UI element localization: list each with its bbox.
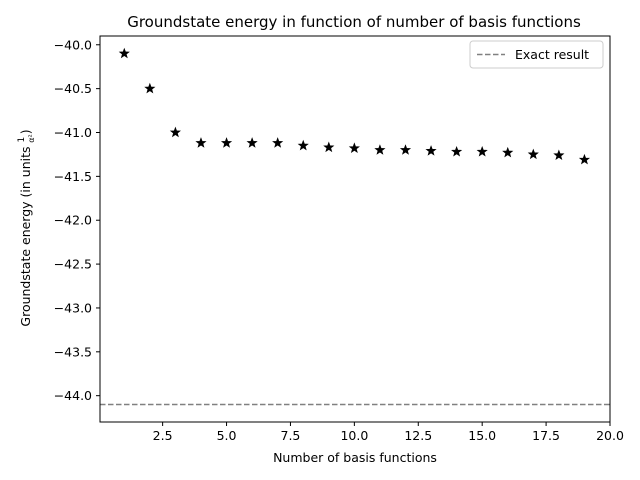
x-axis: 2.5 5.0 7.5 10.0 12.5 15.0 17.5 20.0 xyxy=(153,422,624,443)
y-axis-label-prefix: Groundstate energy (in units xyxy=(18,143,33,327)
y-tick-label: −41.0 xyxy=(54,125,92,140)
axes-frame xyxy=(99,35,611,423)
plot-area xyxy=(99,35,611,423)
data-point-star xyxy=(527,148,539,160)
x-tick-label: 10.0 xyxy=(340,428,368,443)
data-point-star xyxy=(451,145,463,157)
data-point-star xyxy=(374,144,386,155)
y-tick-label: −43.5 xyxy=(54,344,92,359)
x-tick-label: 15.0 xyxy=(468,428,496,443)
y-tick-label: −43.0 xyxy=(54,300,92,315)
data-points xyxy=(118,47,591,165)
y-axis-label-fraction-denominator: α² xyxy=(27,134,36,142)
y-axis-label: Groundstate energy (in units 1α²) xyxy=(17,129,36,326)
y-tick-label: −44.0 xyxy=(54,388,92,403)
data-point-star xyxy=(578,153,591,165)
data-point-star xyxy=(476,145,488,157)
x-tick-label: 20.0 xyxy=(596,428,624,443)
legend: Exact result xyxy=(469,40,604,69)
legend-box xyxy=(469,40,604,69)
x-tick-label: 5.0 xyxy=(217,428,237,443)
data-point-star xyxy=(220,137,233,148)
y-tick-label: −42.5 xyxy=(54,257,92,272)
data-point-star xyxy=(195,137,207,148)
data-point-star xyxy=(297,139,309,151)
x-tick-label: 2.5 xyxy=(153,428,173,443)
legend-label-exact-result: Exact result xyxy=(515,47,589,62)
data-point-star xyxy=(272,137,284,148)
y-tick-label: −41.5 xyxy=(54,169,92,184)
x-tick-label: 12.5 xyxy=(404,428,432,443)
data-point-star xyxy=(348,142,360,154)
data-point-star xyxy=(144,82,156,94)
x-tick-label: 17.5 xyxy=(532,428,560,443)
y-tick-label: −40.5 xyxy=(54,81,92,96)
data-point-star xyxy=(323,141,335,153)
y-axis: −40.0 −40.5 −41.0 −41.5 −42.0 −42.5 −43.0 −43.5… xyxy=(54,37,100,403)
data-point-star xyxy=(169,126,181,138)
x-tick-label: 7.5 xyxy=(281,428,301,443)
data-point-star xyxy=(425,145,437,156)
data-point-star xyxy=(553,149,565,161)
data-point-star xyxy=(118,47,130,59)
data-point-star xyxy=(399,144,412,155)
x-axis-label: Number of basis functions xyxy=(273,450,437,465)
y-tick-label: −40.0 xyxy=(54,37,92,52)
y-tick-label: −42.0 xyxy=(54,213,92,228)
y-axis-label-suffix: ) xyxy=(18,129,33,134)
chart-title: Groundstate energy in function of number… xyxy=(127,13,581,31)
svg-text:Groundstate energy (in units 1: Groundstate energy (in units 1α²) xyxy=(17,129,36,326)
data-point-star xyxy=(246,137,258,148)
y-axis-label-fraction-numerator: 1 xyxy=(17,137,27,143)
plot-background xyxy=(100,36,610,422)
data-point-star xyxy=(502,146,514,158)
